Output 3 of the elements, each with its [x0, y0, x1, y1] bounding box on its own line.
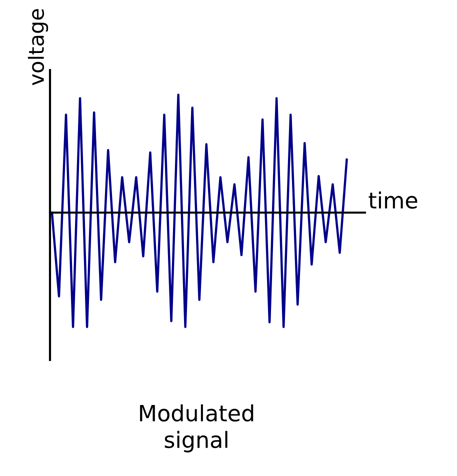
text: Modulated signal: [140, 404, 254, 452]
y-axis-title: voltage: [28, 9, 48, 86]
x-axis-title: time: [368, 191, 418, 209]
